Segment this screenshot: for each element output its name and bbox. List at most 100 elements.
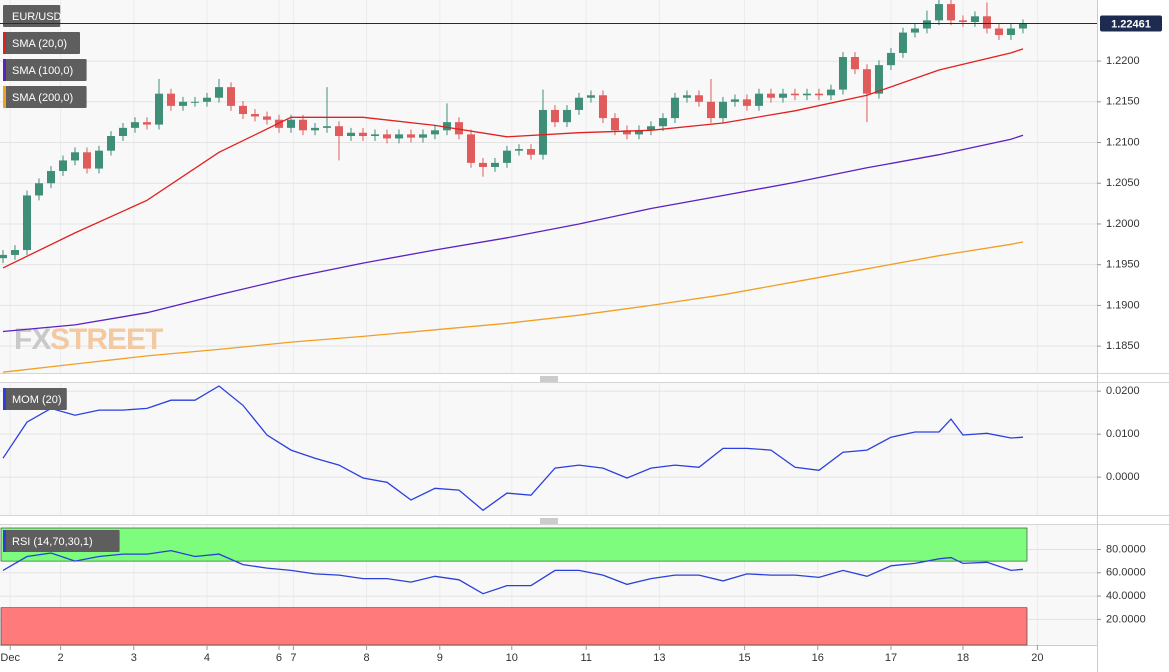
candle-body [646, 126, 655, 131]
candle-body [526, 149, 535, 155]
y-tick-label: 1.1950 [1106, 259, 1140, 271]
candle-body [610, 118, 619, 131]
candle-body [694, 95, 703, 102]
candle-body [982, 16, 991, 29]
candle-body [22, 195, 31, 251]
candle-body [0, 254, 7, 259]
candle-body [346, 132, 355, 137]
legend-box [3, 5, 61, 27]
candle-body [334, 126, 343, 137]
candle-body [406, 134, 415, 138]
resize-handle[interactable] [540, 518, 558, 524]
x-tick-label: 7 [290, 652, 296, 664]
x-tick-label: 17 [885, 652, 897, 664]
x-tick-label: 8 [364, 652, 370, 664]
candle-body [550, 109, 559, 123]
candle-body [814, 93, 823, 96]
candle-body [622, 130, 631, 135]
candle-body [226, 87, 235, 106]
candle-body [634, 130, 643, 135]
candle-body [538, 109, 547, 155]
candle-body [862, 69, 871, 94]
candle-body [850, 57, 859, 70]
candle-body [562, 109, 571, 123]
candle-body [706, 101, 715, 119]
candle-body [910, 28, 919, 33]
candle-body [922, 20, 931, 29]
candle-body [34, 183, 43, 196]
y-tick-label: 80.0000 [1106, 543, 1146, 555]
x-tick-label: 2 [58, 652, 64, 664]
y-tick-label: 1.1900 [1106, 299, 1140, 311]
candle-body [418, 134, 427, 138]
candle-body [298, 119, 307, 131]
candle-body [502, 150, 511, 163]
candle-body [94, 150, 103, 169]
last-price-label: 1.22461 [1111, 18, 1151, 30]
candle-body [178, 101, 187, 106]
candle-body [142, 122, 151, 125]
candle-body [766, 93, 775, 98]
resize-handle[interactable] [540, 376, 558, 382]
candle-body [730, 99, 739, 102]
candle-body [886, 52, 895, 66]
x-tick-label: 4 [204, 652, 210, 664]
y-tick-label: 0.0000 [1106, 471, 1140, 483]
candle-body [790, 93, 799, 96]
legend-box [3, 86, 87, 108]
candle-body [430, 130, 439, 135]
series-line [2, 134, 1024, 333]
x-tick-label: 3 [131, 652, 137, 664]
x-tick-label: Dec [0, 652, 20, 664]
x-tick-label: 15 [738, 652, 750, 664]
candle-body [994, 28, 1003, 36]
series-line [2, 241, 1024, 373]
panel-separator[interactable] [0, 373, 1097, 383]
candle-body [382, 134, 391, 139]
candle-body [238, 105, 247, 115]
overbought-zone [0, 527, 1028, 562]
candle-body [658, 118, 667, 127]
candle-body [118, 127, 127, 137]
legend-swatch [3, 388, 6, 410]
candle-body [466, 134, 475, 163]
candle-body [310, 127, 319, 131]
series-line [2, 549, 1024, 595]
legend-swatch [3, 59, 6, 81]
legend-swatch [3, 32, 6, 54]
candle-body [286, 119, 295, 128]
candle-body [190, 101, 199, 103]
candle-body [478, 162, 487, 167]
panel-separator[interactable] [0, 515, 1097, 525]
legend-box [3, 32, 80, 54]
candle-body [250, 114, 259, 117]
legend-label: SMA (100,0) [12, 65, 73, 77]
candle-body [586, 95, 595, 98]
candle-body [742, 99, 751, 106]
candle-body [958, 20, 967, 22]
legend-label: SMA (20,0) [12, 38, 67, 50]
candle-body [202, 97, 211, 102]
watermark: STREET [50, 323, 163, 356]
candle-body [682, 95, 691, 98]
y-tick-label: 20.0000 [1106, 613, 1146, 625]
legend-swatch [3, 530, 6, 552]
candle-body [154, 93, 163, 125]
y-tick-label: 1.2200 [1106, 55, 1140, 67]
x-tick-label: 9 [437, 652, 443, 664]
candle-body [58, 160, 67, 172]
y-tick-label: 1.2000 [1106, 218, 1140, 230]
candle-body [970, 16, 979, 22]
x-tick-label: 20 [1031, 652, 1043, 664]
candle-body [598, 95, 607, 119]
candle-body [1018, 23, 1027, 29]
candle-body [514, 149, 523, 151]
oversold-zone [0, 607, 1028, 646]
y-tick-label: 60.0000 [1106, 567, 1146, 579]
y-tick-label: 1.2050 [1106, 177, 1140, 189]
y-tick-label: 1.2100 [1106, 136, 1140, 148]
x-tick-label: 10 [506, 652, 518, 664]
candle-body [394, 134, 403, 139]
